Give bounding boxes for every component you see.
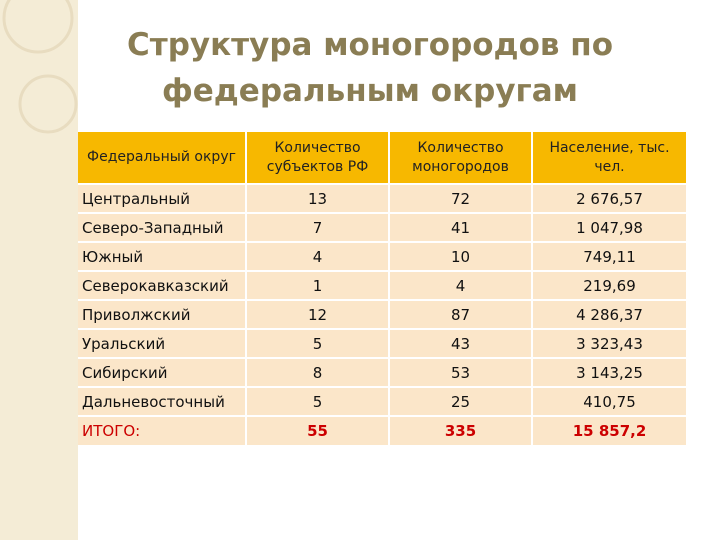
monotowns-table: Федеральный округ Количество субъектов Р… xyxy=(78,132,686,445)
subjects-cell: 1 xyxy=(246,270,390,300)
monotowns-cell: 10 xyxy=(389,241,533,271)
monotowns-cell: 87 xyxy=(389,299,533,329)
table-header: Федеральный округ Количество субъектов Р… xyxy=(78,132,686,184)
total-row: ИТОГО: 55 335 15 857,2 xyxy=(78,415,686,445)
monotowns-cell: 4 xyxy=(389,270,533,300)
table-row: Южный 4 10 749,11 xyxy=(78,241,686,271)
subjects-cell: 8 xyxy=(246,357,390,387)
population-cell: 3 143,25 xyxy=(532,357,686,387)
district-cell: Центральный xyxy=(78,183,247,213)
population-cell: 410,75 xyxy=(532,386,686,416)
monotowns-cell: 25 xyxy=(389,386,533,416)
header-monotowns: Количество моногородов xyxy=(389,132,533,184)
subjects-cell: 5 xyxy=(246,386,390,416)
header-row: Федеральный округ Количество субъектов Р… xyxy=(78,132,686,184)
district-cell: Северо-Западный xyxy=(78,212,247,242)
table-row: Дальневосточный 5 25 410,75 xyxy=(78,386,686,416)
monotowns-table-container: Федеральный округ Количество субъектов Р… xyxy=(78,132,686,445)
population-cell: 219,69 xyxy=(532,270,686,300)
table-row: Северо-Западный 7 41 1 047,98 xyxy=(78,212,686,242)
slide-title: Структура моногородов по федеральным окр… xyxy=(110,22,630,114)
slide-title-line-2: федеральным округам xyxy=(161,73,579,109)
district-cell: Южный xyxy=(78,241,247,271)
slide-title-line-1: Структура моногородов по xyxy=(126,27,614,63)
population-cell: 2 676,57 xyxy=(532,183,686,213)
total-subjects: 55 xyxy=(246,415,390,445)
district-cell: Приволжский xyxy=(78,299,247,329)
subjects-cell: 12 xyxy=(246,299,390,329)
total-monotowns: 335 xyxy=(389,415,533,445)
district-cell: Уральский xyxy=(78,328,247,358)
decorative-circles xyxy=(2,0,78,134)
monotowns-cell: 72 xyxy=(389,183,533,213)
subjects-cell: 7 xyxy=(246,212,390,242)
table-row: Центральный 13 72 2 676,57 xyxy=(78,183,686,213)
table-row: Приволжский 12 87 4 286,37 xyxy=(78,299,686,329)
population-cell: 1 047,98 xyxy=(532,212,686,242)
header-subjects: Количество субъектов РФ xyxy=(246,132,390,184)
table-body: Центральный 13 72 2 676,57 Северо-Западн… xyxy=(78,183,686,445)
subjects-cell: 13 xyxy=(246,183,390,213)
subjects-cell: 5 xyxy=(246,328,390,358)
monotowns-cell: 41 xyxy=(389,212,533,242)
table-row: Сибирский 8 53 3 143,25 xyxy=(78,357,686,387)
monotowns-cell: 43 xyxy=(389,328,533,358)
population-cell: 4 286,37 xyxy=(532,299,686,329)
district-cell: Северокавказский xyxy=(78,270,247,300)
decorative-side-band xyxy=(0,0,78,540)
table-row: Северокавказский 1 4 219,69 xyxy=(78,270,686,300)
district-cell: Сибирский xyxy=(78,357,247,387)
header-district: Федеральный округ xyxy=(78,132,247,184)
subjects-cell: 4 xyxy=(246,241,390,271)
table-row: Уральский 5 43 3 323,43 xyxy=(78,328,686,358)
population-cell: 3 323,43 xyxy=(532,328,686,358)
total-label: ИТОГО: xyxy=(78,415,247,445)
header-population: Население, тыс. чел. xyxy=(532,132,686,184)
district-cell: Дальневосточный xyxy=(78,386,247,416)
population-cell: 749,11 xyxy=(532,241,686,271)
total-population: 15 857,2 xyxy=(532,415,686,445)
monotowns-cell: 53 xyxy=(389,357,533,387)
